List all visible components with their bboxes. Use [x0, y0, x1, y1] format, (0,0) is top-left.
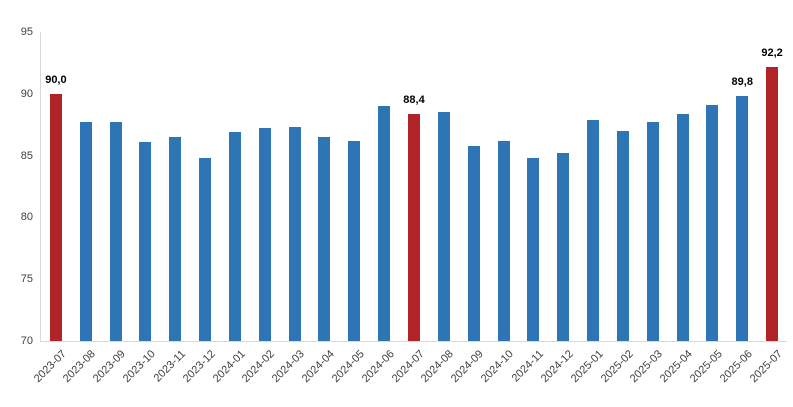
bar-2025-03	[646, 122, 659, 341]
bar-2024-08	[437, 112, 450, 341]
bar-2023-08	[79, 122, 92, 341]
x-axis-tick-label: 2024-12	[538, 348, 576, 386]
bar-2024-03	[288, 127, 301, 341]
y-axis-tick-label: 90	[20, 87, 33, 100]
y-axis-tick-label: 80	[20, 211, 33, 224]
bar-2024-02	[258, 128, 271, 341]
bar-2025-04	[676, 113, 689, 341]
bar-2024-05	[348, 140, 361, 341]
x-axis-tick-label: 2024-10	[478, 348, 517, 386]
bar-2024-09	[467, 145, 480, 341]
data-label-2025-06: 89,8	[731, 76, 753, 89]
x-axis-tick-label: 2023-12	[180, 348, 218, 386]
x-axis-tick-label: 2024-04	[299, 348, 337, 386]
data-label-2023-07: 90,0	[45, 73, 67, 86]
bar-2025-02	[616, 130, 629, 341]
bar-2023-10	[139, 142, 152, 341]
x-axis-tick-label: 2025-07	[747, 348, 785, 386]
bar-2023-07	[49, 93, 62, 341]
bar-2023-11	[169, 137, 182, 341]
x-axis-tick-label: 2025-05	[687, 348, 725, 386]
x-axis-tick-label: 2025-06	[717, 348, 755, 386]
data-label-2025-07: 92,2	[761, 46, 783, 59]
bar-2023-09	[109, 122, 122, 341]
y-axis-tick-label: 95	[20, 26, 33, 38]
x-axis-tick-label: 2024-09	[449, 348, 487, 386]
bar-2025-01	[587, 119, 600, 341]
x-axis-tick-label: 2025-04	[658, 348, 696, 386]
x-axis-tick-label: 2024-03	[270, 348, 308, 386]
bar-2024-11	[527, 158, 540, 341]
data-label-2024-07: 88,4	[403, 93, 425, 106]
x-axis-tick-label: 2025-01	[568, 348, 606, 386]
bar-2025-06	[736, 96, 749, 341]
bar-2024-07	[408, 113, 420, 341]
y-axis-tick-label: 75	[20, 273, 33, 286]
bar-2025-07	[766, 66, 779, 341]
bar-2024-12	[557, 153, 570, 341]
bar-2024-06	[378, 106, 391, 341]
plot-area: 70 75 80 85 90 95 2023-07 2023-08 2023-09 2023-10…	[21, 26, 787, 385]
y-axis-tick-label: 85	[20, 149, 33, 162]
bar-2024-10	[497, 140, 510, 341]
x-axis-tick-label: 2024-05	[329, 348, 367, 386]
x-axis-tick-label: 2024-06	[359, 348, 397, 386]
bar-2024-01	[228, 132, 241, 341]
x-axis-tick-label: 2023-10	[120, 348, 158, 386]
bar-2025-05	[706, 104, 719, 341]
bar-2023-12	[199, 158, 212, 341]
x-axis-tick-label: 2023-09	[91, 348, 129, 386]
y-axis-tick-label: 70	[20, 335, 33, 347]
bar-2024-04	[318, 137, 331, 341]
